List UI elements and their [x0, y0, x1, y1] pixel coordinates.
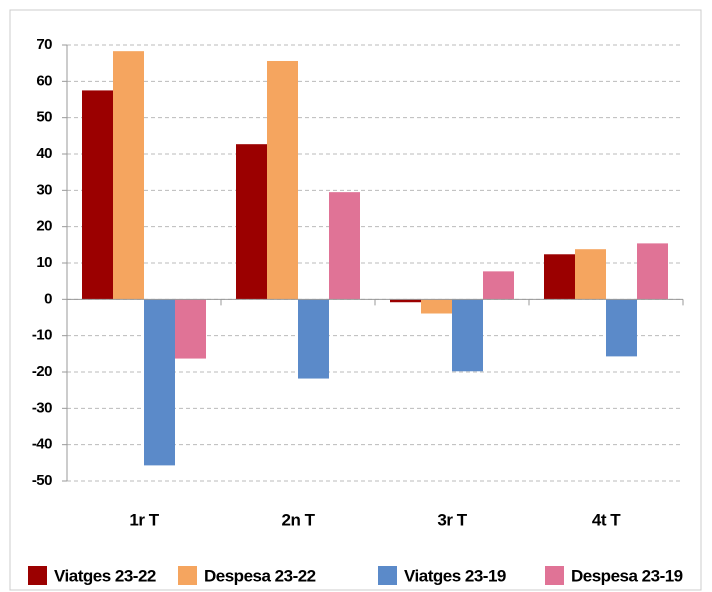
y-tick-label: -40: [32, 436, 52, 453]
legend-label: Despesa 23-22: [204, 566, 316, 585]
bar: [390, 299, 421, 303]
y-tick-label: 70: [36, 36, 52, 53]
y-tick-label: 20: [36, 218, 52, 235]
bar: [544, 254, 575, 300]
bar: [637, 243, 668, 300]
x-tick-label: 4t T: [592, 510, 621, 529]
y-tick-label: -30: [32, 399, 52, 416]
bar: [421, 299, 452, 314]
bar: [175, 299, 206, 359]
bar: [452, 299, 483, 372]
legend-swatch: [545, 566, 564, 585]
y-tick-label: 60: [36, 72, 52, 89]
x-tick-label: 3r T: [437, 510, 467, 529]
y-tick-label: 10: [36, 254, 52, 271]
bar: [575, 249, 606, 300]
y-tick-label: 40: [36, 145, 52, 162]
y-tick-label: -50: [32, 472, 52, 489]
bar: [606, 299, 637, 357]
legend-swatch: [178, 566, 197, 585]
x-tick-label: 1r T: [129, 510, 159, 529]
bar: [113, 51, 144, 300]
bar: [483, 271, 514, 300]
y-tick-label: 0: [44, 290, 52, 307]
bar: [329, 192, 360, 300]
legend-label: Viatges 23-22: [54, 566, 156, 585]
bar: [236, 144, 267, 300]
legend-label: Despesa 23-19: [571, 566, 683, 585]
bar: [144, 299, 175, 466]
bar: [267, 60, 298, 300]
y-tick-label: 30: [36, 181, 52, 198]
legend-label: Viatges 23-19: [404, 566, 506, 585]
bar: [82, 90, 113, 300]
y-tick-label: -20: [32, 363, 52, 380]
x-tick-label: 2n T: [282, 510, 316, 529]
legend-swatch: [28, 566, 47, 585]
y-tick-label: -10: [32, 327, 52, 344]
y-tick-label: 50: [36, 109, 52, 126]
legend-swatch: [378, 566, 397, 585]
bar: [298, 299, 329, 379]
